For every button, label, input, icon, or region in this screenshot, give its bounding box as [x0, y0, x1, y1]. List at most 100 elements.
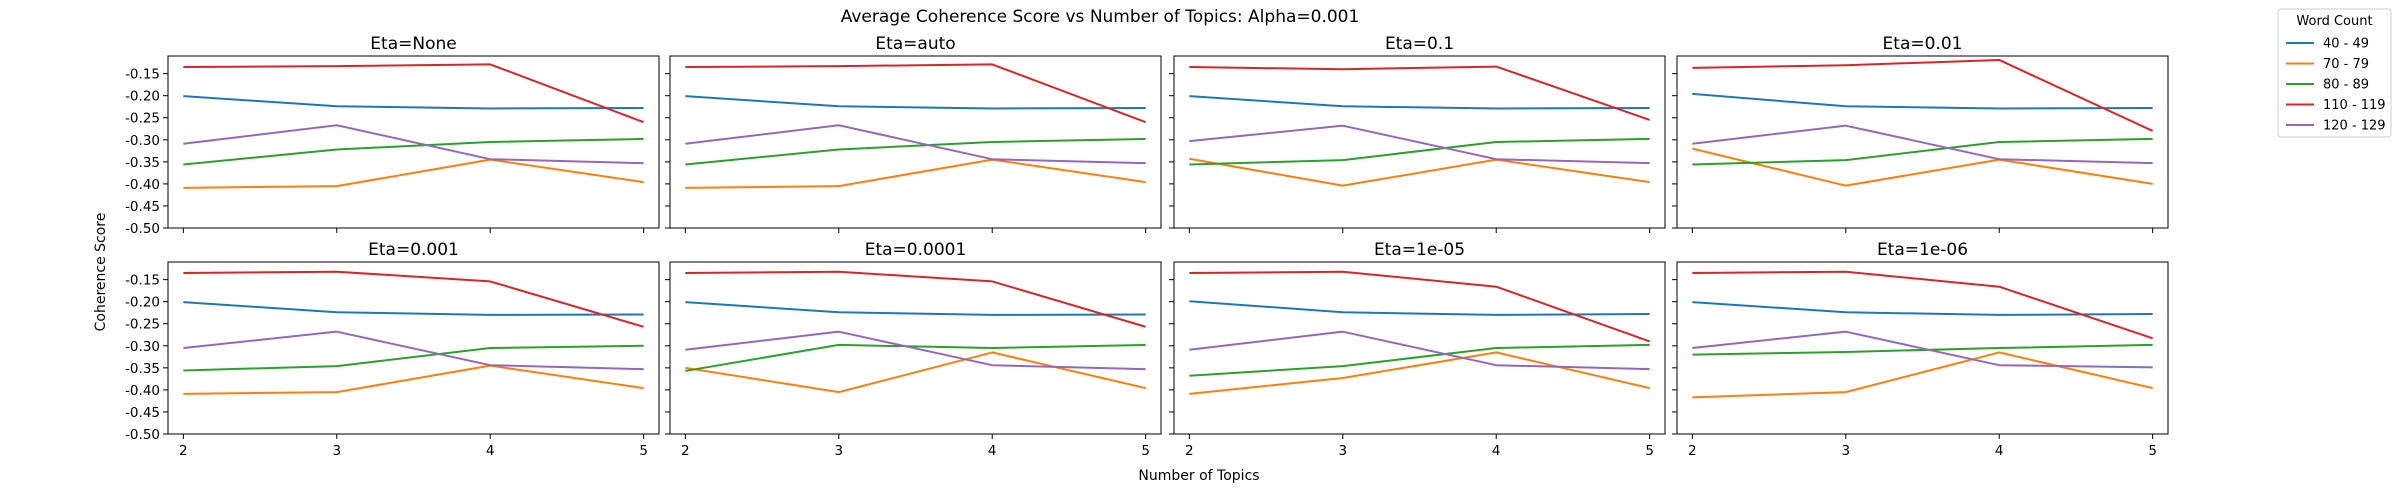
y-tick-label: -0.50 [125, 427, 160, 443]
series-line [183, 124, 644, 165]
series-line [685, 351, 1146, 394]
series-line [685, 158, 1146, 189]
series-line [183, 344, 644, 372]
series-line [1189, 124, 1650, 165]
series-line [685, 124, 1146, 165]
y-tick-label: -0.50 [125, 221, 160, 237]
legend: Word Count 40 - 49 70 - 79 80 - 89 110 - 119… [2277, 8, 2392, 138]
y-tick-label: -0.20 [125, 295, 160, 311]
subplot-panel: Eta=0.01 [1672, 34, 2169, 233]
x-tick-label: 5 [2148, 443, 2157, 459]
y-tick-label: -0.30 [125, 133, 160, 149]
axes-frame [167, 55, 660, 229]
legend-title: Word Count [2296, 14, 2372, 29]
subplot-panel: Eta=auto [665, 34, 1162, 233]
y-tick-label: -0.40 [125, 177, 160, 193]
y-tick-label: -0.45 [125, 405, 160, 421]
x-tick-label: 2 [1688, 443, 1697, 459]
x-tick-label: 4 [1995, 443, 2004, 459]
series-line [183, 270, 644, 328]
subplot-title: Eta=0.1 [1385, 34, 1454, 54]
x-tick-label: 3 [332, 443, 341, 459]
legend-entry-label: 70 - 79 [2323, 57, 2369, 72]
x-tick-label: 4 [486, 443, 495, 459]
subplot-title: Eta=auto [875, 34, 955, 54]
x-tick-label: 4 [1492, 443, 1501, 459]
series-line [1189, 270, 1650, 343]
axes-frame [669, 261, 1162, 435]
axes-frame [669, 55, 1162, 229]
axes-frame [1173, 55, 1666, 229]
legend-entry-label: 40 - 49 [2323, 37, 2369, 52]
series-line [1692, 124, 2153, 165]
series-line [183, 95, 644, 110]
subplot-title: Eta=0.0001 [865, 240, 967, 260]
subplot-panel: Eta=0.1 [1169, 34, 1666, 233]
x-tick-label: 3 [1841, 443, 1850, 459]
legend-entry-label: 110 - 119 [2323, 98, 2386, 113]
series-line [1189, 330, 1650, 371]
y-tick-label: -0.25 [125, 317, 160, 333]
series-line [685, 95, 1146, 110]
figure-title: Average Coherence Score vs Number of Top… [841, 7, 1360, 27]
series-line [1692, 351, 2153, 399]
series-line [183, 158, 644, 189]
subplot-panel: Eta=1e-05 2 3 4 5 [1169, 240, 1666, 459]
subplot-title: Eta=0.001 [368, 240, 459, 260]
subplot-title: Eta=0.01 [1883, 34, 1963, 54]
series-line [1692, 147, 2153, 187]
series-line [183, 63, 645, 124]
x-tick-label: 2 [1185, 443, 1194, 459]
series-line [1692, 92, 2153, 110]
series-line [183, 330, 644, 371]
y-tick-label: -0.25 [125, 111, 160, 127]
subplot-panel: Eta=1e-06 2 3 4 5 [1672, 240, 2169, 459]
y-tick-label: -0.15 [125, 67, 160, 83]
x-axis-label: Number of Topics [1138, 468, 1259, 484]
series-line [685, 330, 1146, 371]
series-line [183, 137, 644, 166]
subplot-title: Eta=None [370, 34, 456, 54]
series-line [1189, 157, 1650, 187]
subplot-panel: Eta=0.0001 2 3 4 5 [665, 240, 1162, 459]
series-line [183, 364, 644, 395]
series-line [685, 343, 1146, 372]
series-line [1692, 58, 2154, 132]
x-tick-label: 5 [1645, 443, 1654, 459]
series-line [1189, 343, 1650, 377]
subplot-title: Eta=1e-06 [1877, 240, 1968, 260]
series-line [1189, 351, 1650, 395]
series-line [1692, 137, 2153, 166]
y-tick-label: -0.30 [125, 339, 160, 355]
axes-frame [1676, 55, 2169, 229]
axes-frame [1173, 261, 1666, 435]
series-line [685, 63, 1147, 124]
subplot-panel: Eta=None -0.15 -0.20 -0.25 -0.30 -0.35 -0.40 -0… [125, 34, 660, 237]
y-tick-label: -0.45 [125, 199, 160, 215]
subplot-panel: Eta=0.001 -0.15 -0.20 -0.25 -0.30 -0.35 -0.40 -… [125, 240, 660, 459]
legend-entry-label: 80 - 89 [2323, 78, 2369, 93]
series-line [1692, 301, 2153, 316]
series-line [1692, 270, 2153, 340]
x-tick-label: 2 [681, 443, 690, 459]
y-tick-label: -0.35 [125, 361, 160, 377]
x-tick-label: 5 [639, 443, 648, 459]
y-axis-label: Coherence Score [93, 213, 109, 332]
series-line [1189, 65, 1650, 121]
series-line [1189, 300, 1650, 316]
axes-frame [1676, 261, 2169, 435]
x-tick-label: 3 [1338, 443, 1347, 459]
x-tick-label: 2 [179, 443, 188, 459]
series-line [183, 301, 644, 316]
legend-entry-label: 120 - 129 [2323, 119, 2386, 134]
y-tick-label: -0.20 [125, 89, 160, 105]
x-tick-label: 4 [988, 443, 997, 459]
series-line [685, 270, 1146, 328]
y-tick-label: -0.15 [125, 273, 160, 289]
x-tick-label: 3 [834, 443, 843, 459]
series-line [1189, 95, 1650, 110]
series-line [1189, 137, 1650, 166]
series-line [685, 137, 1146, 166]
subplot-grid: Eta=None -0.15 -0.20 -0.25 -0.30 -0.35 -0.40 -0… [125, 34, 2169, 459]
